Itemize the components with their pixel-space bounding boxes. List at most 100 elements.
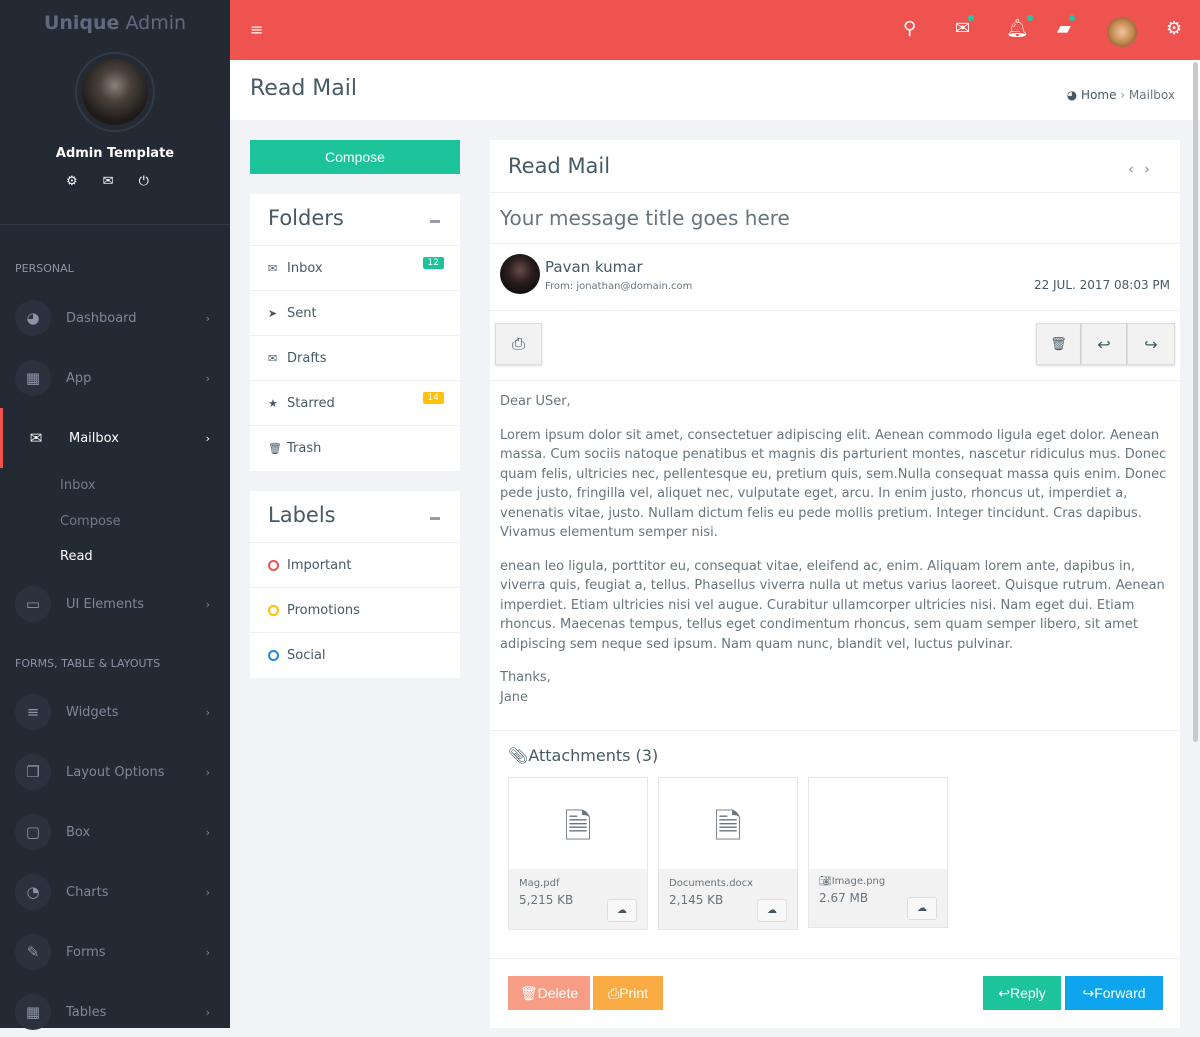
file-pdf-icon: 🗎 bbox=[564, 807, 592, 847]
attachments-title: 📎︎Attachments (3) bbox=[508, 746, 658, 765]
envelope-icon[interactable]: ✉ bbox=[102, 174, 114, 189]
cloud-download-icon: ☁ bbox=[617, 905, 627, 916]
page-title: Read Mail bbox=[250, 76, 357, 101]
label: App bbox=[66, 370, 92, 386]
print-icon: ⎙ bbox=[608, 984, 620, 1001]
label: UI Elements bbox=[66, 596, 145, 612]
submenu-inbox[interactable]: Inbox bbox=[60, 478, 96, 493]
label: Social bbox=[287, 648, 326, 663]
print-button[interactable]: ⎙ Print bbox=[593, 976, 663, 1010]
reply-button[interactable]: ↩ bbox=[1081, 323, 1127, 365]
user-avatar[interactable] bbox=[75, 52, 155, 132]
collapse-icon[interactable] bbox=[430, 517, 440, 520]
paperclip-icon: 📎︎ bbox=[508, 746, 529, 765]
sender-email: From: jonathan@domain.com bbox=[545, 281, 693, 292]
folder-drafts[interactable]: ✉ Drafts bbox=[250, 336, 460, 381]
dashboard-icon: ◕ bbox=[1066, 88, 1082, 102]
label: Trash bbox=[287, 441, 322, 456]
download-button[interactable]: ☁ bbox=[757, 899, 787, 922]
gear-icon[interactable]: ⚙ bbox=[1166, 18, 1183, 39]
download-button[interactable]: ☁ bbox=[607, 899, 637, 922]
star-icon: ★ bbox=[268, 396, 278, 410]
label: Print bbox=[619, 985, 648, 1001]
sidebar-item-dashboard[interactable]: ◕ Dashboard › bbox=[0, 293, 230, 343]
label-important[interactable]: Important bbox=[250, 543, 460, 588]
square-icon: ▢ bbox=[15, 814, 51, 850]
label: Drafts bbox=[287, 350, 327, 366]
power-icon[interactable]: ⏻ bbox=[138, 174, 149, 189]
sidebar-item-mailbox[interactable]: ✉ Mailbox › bbox=[0, 408, 230, 468]
dashboard-icon: ◕ bbox=[15, 300, 51, 336]
sender-name: Pavan kumar bbox=[545, 258, 643, 276]
section-forms: FORMS, TABLE & LAYOUTS bbox=[15, 657, 161, 670]
drafts-icon: ✉ bbox=[268, 351, 278, 365]
submenu-compose[interactable]: Compose bbox=[60, 514, 121, 529]
forward-button[interactable]: ↪ bbox=[1127, 323, 1175, 365]
label: Inbox bbox=[287, 260, 323, 276]
breadcrumb-home[interactable]: Home bbox=[1081, 88, 1117, 102]
download-button[interactable]: ☁ bbox=[907, 897, 937, 920]
sidebar-item-charts[interactable]: ◔ Charts › bbox=[0, 867, 230, 917]
bell-icon[interactable]: 🔔︎ bbox=[1006, 15, 1033, 39]
forward-icon: ↪ bbox=[1144, 334, 1158, 354]
hamburger-menu-icon[interactable]: ≡ bbox=[250, 20, 264, 39]
label: Important bbox=[287, 557, 352, 573]
sidebar-item-layout-options[interactable]: ❐ Layout Options › bbox=[0, 747, 230, 797]
label: Layout Options bbox=[66, 764, 165, 780]
chat-icon[interactable]: ▰ bbox=[1057, 15, 1075, 39]
attachment-size: 5,215 KB bbox=[519, 893, 574, 907]
circle-icon bbox=[268, 559, 279, 571]
divider bbox=[0, 224, 230, 225]
top-bar: ≡ ⚲ ✉ 🔔︎ ▰ ⚙ bbox=[230, 0, 1200, 60]
sidebar-item-box[interactable]: ▢ Box › bbox=[0, 807, 230, 857]
search-icon[interactable]: ⚲ bbox=[903, 18, 917, 39]
read-mail-panel: Read Mail ‹› Your message title goes her… bbox=[490, 140, 1180, 1028]
label: Sent bbox=[287, 305, 317, 321]
sidebar-item-app[interactable]: ▦ App › bbox=[0, 353, 230, 403]
attachment-size: 2.67 MB bbox=[819, 891, 869, 905]
mail-body: Dear USer, Lorem ipsum dolor sit amet, c… bbox=[500, 392, 1170, 707]
attachment-card[interactable]: 🗎 Documents.docx 2,145 KB ☁ bbox=[658, 777, 798, 930]
envelope-icon[interactable]: ✉ bbox=[955, 15, 975, 39]
label: Attachments (3) bbox=[528, 746, 659, 765]
folder-trash[interactable]: 🗑︎ Trash bbox=[250, 426, 460, 471]
breadcrumb-mailbox: Mailbox bbox=[1128, 88, 1175, 102]
scrollbar[interactable] bbox=[1193, 62, 1198, 742]
reply-button[interactable]: ↩ Reply bbox=[983, 976, 1061, 1010]
table-icon: ▦ bbox=[15, 994, 51, 1030]
attachment-card[interactable]: 📷︎Image.png 2.67 MB ☁ bbox=[808, 777, 948, 928]
circle-icon bbox=[268, 604, 279, 616]
print-button[interactable]: ⎙ bbox=[495, 323, 542, 365]
folders-title: Folders bbox=[268, 206, 344, 230]
brand-logo[interactable]: Unique Admin bbox=[0, 12, 230, 34]
user-avatar[interactable] bbox=[1107, 17, 1137, 47]
edit-icon: ✎ bbox=[15, 934, 51, 970]
attachment-size: 2,145 KB bbox=[669, 893, 724, 907]
inbox-icon: ✉ bbox=[268, 261, 278, 275]
sidebar-item-tables[interactable]: ▦ Tables › bbox=[0, 987, 230, 1037]
prev-icon[interactable]: ‹ bbox=[1128, 160, 1144, 178]
label: Delete bbox=[537, 985, 579, 1001]
folder-starred[interactable]: ★ Starred 14 bbox=[250, 381, 460, 426]
label-social[interactable]: Social bbox=[250, 633, 460, 678]
folder-sent[interactable]: ➤ Sent bbox=[250, 291, 460, 336]
attachment-card[interactable]: 🗎 Mag.pdf 5,215 KB ☁ bbox=[508, 777, 648, 930]
file-word-icon: 🗎 bbox=[714, 807, 742, 847]
gear-icon[interactable]: ⚙ bbox=[66, 174, 78, 189]
brand-light: Admin bbox=[119, 12, 187, 34]
label: Reply bbox=[1009, 985, 1046, 1001]
sidebar-item-forms[interactable]: ✎ Forms › bbox=[0, 927, 230, 977]
forward-button[interactable]: ↪ Forward bbox=[1065, 976, 1163, 1010]
submenu-read[interactable]: Read bbox=[60, 549, 93, 564]
compose-button[interactable]: Compose bbox=[250, 140, 460, 174]
delete-button[interactable]: 🗑︎ bbox=[1036, 323, 1081, 365]
collapse-icon[interactable] bbox=[430, 220, 440, 223]
folder-inbox[interactable]: ✉ Inbox 12 bbox=[250, 246, 460, 291]
breadcrumb: ◕ Home › Mailbox bbox=[1066, 88, 1175, 102]
label-promotions[interactable]: Promotions bbox=[250, 588, 460, 633]
delete-button[interactable]: 🗑︎ Delete bbox=[508, 976, 590, 1010]
sidebar-item-widgets[interactable]: ≡ Widgets › bbox=[0, 687, 230, 737]
next-icon[interactable]: › bbox=[1144, 160, 1160, 178]
sidebar-item-ui-elements[interactable]: ▭ UI Elements › bbox=[0, 579, 230, 629]
paper-plane-icon: ➤ bbox=[268, 306, 278, 320]
